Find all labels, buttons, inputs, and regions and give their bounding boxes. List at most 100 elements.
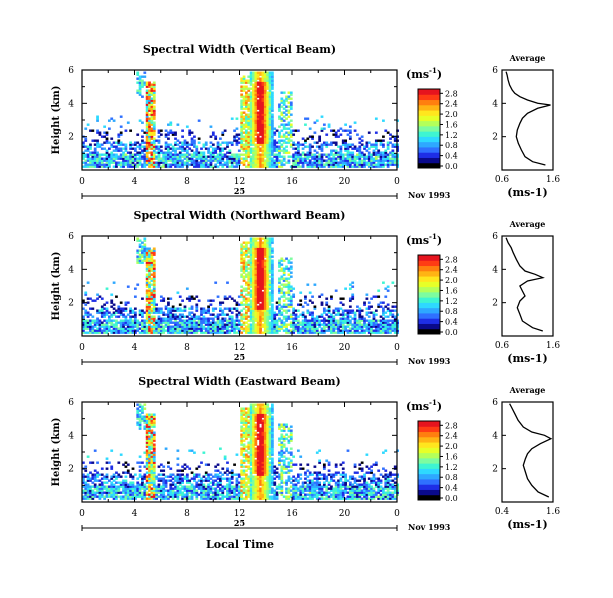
- heatmap-cell: [141, 415, 144, 418]
- heatmap-cell: [204, 327, 208, 330]
- heatmap-cell: [266, 137, 270, 140]
- heatmap-cell: [382, 323, 385, 326]
- heatmap-cell: [292, 143, 296, 146]
- heatmap-cell: [148, 413, 151, 416]
- heatmap-cell: [148, 93, 151, 96]
- heatmap-cell: [150, 495, 154, 498]
- heatmap-cell: [249, 329, 253, 332]
- heatmap-cell: [315, 159, 319, 162]
- heatmap-cell: [124, 129, 128, 132]
- heatmap-cell: [263, 153, 267, 156]
- heatmap-cell: [110, 491, 114, 494]
- heatmap-cell: [209, 331, 213, 334]
- heatmap-cell: [190, 317, 194, 320]
- heatmap-cell: [247, 319, 251, 322]
- heatmap-cell: [256, 295, 260, 298]
- heatmap-cell: [351, 285, 355, 288]
- heatmap-cell: [353, 159, 357, 162]
- heatmap-cell: [337, 329, 340, 332]
- colorbar-swatch: [418, 120, 440, 127]
- heatmap-cell: [332, 315, 336, 318]
- heatmap-cell: [110, 313, 114, 316]
- heatmap-cell: [131, 329, 135, 332]
- heatmap-cell: [337, 311, 340, 314]
- heatmap-cell: [133, 491, 137, 494]
- heatmap-cell: [271, 251, 274, 254]
- heatmap-cell: [271, 263, 274, 266]
- heatmap-cell: [391, 161, 395, 164]
- heatmap-cell: [268, 89, 272, 92]
- heatmap-cell: [259, 113, 262, 116]
- heatmap-cell: [159, 323, 163, 326]
- heatmap-cell: [320, 161, 324, 164]
- heatmap-cell: [152, 91, 156, 94]
- heatmap-cell: [282, 273, 286, 276]
- heatmap-cell: [271, 305, 274, 308]
- heatmap-cell: [245, 265, 248, 268]
- heatmap-cell: [308, 331, 312, 334]
- heatmap-cell: [334, 313, 338, 316]
- heatmap-cell: [148, 283, 151, 286]
- heatmap-cell: [256, 289, 260, 292]
- heatmap-cell: [133, 163, 137, 166]
- heatmap-cell: [171, 147, 175, 150]
- heatmap-cell: [330, 151, 333, 154]
- heatmap-cell: [190, 307, 194, 310]
- heatmap-cell: [164, 141, 168, 144]
- heatmap-cell: [252, 331, 255, 334]
- heatmap-cell: [162, 329, 166, 332]
- heatmap-cell: [247, 139, 251, 142]
- heatmap-cell: [103, 311, 107, 314]
- heatmap-cell: [374, 295, 378, 298]
- heatmap-cell: [145, 437, 149, 440]
- heatmap-cell: [155, 475, 158, 478]
- heatmap-cell: [202, 319, 206, 322]
- heatmap-cell: [289, 301, 293, 304]
- heatmap-cell: [256, 269, 260, 272]
- colorbar-unit: (ms-1): [406, 232, 442, 247]
- heatmap-cell: [363, 161, 366, 164]
- heatmap-cell: [280, 119, 284, 122]
- heatmap-cell: [261, 71, 265, 74]
- heatmap-cell: [315, 161, 319, 164]
- heatmap-cell: [240, 289, 244, 292]
- heatmap-cell: [174, 319, 177, 322]
- heatmap-cell: [150, 307, 154, 310]
- heatmap-cell: [89, 157, 92, 160]
- heatmap-cell: [150, 459, 154, 462]
- heatmap-cell: [261, 273, 265, 276]
- heatmap-cell: [280, 149, 284, 152]
- heatmap-cell: [266, 307, 270, 310]
- heatmap-cell: [346, 329, 350, 332]
- heatmap-cell: [256, 325, 260, 328]
- heatmap-cell: [254, 163, 258, 166]
- heatmap-cell: [150, 163, 154, 166]
- heatmap-cell: [143, 149, 147, 152]
- heatmap-cell: [271, 149, 274, 152]
- heatmap-cell: [285, 123, 288, 126]
- heatmap-cell: [379, 151, 383, 154]
- heatmap-cell: [273, 163, 277, 166]
- heatmap-cell: [259, 141, 262, 144]
- heatmap-cell: [266, 151, 270, 154]
- heatmap-cell: [141, 141, 144, 144]
- heatmap-cell: [280, 117, 284, 120]
- heatmap-cell: [155, 145, 158, 148]
- heatmap-cell: [240, 269, 244, 272]
- heatmap-cell: [103, 307, 107, 310]
- heatmap-cell: [245, 153, 248, 156]
- heatmap-cell: [148, 461, 151, 464]
- heatmap-cell: [242, 99, 246, 102]
- heatmap-cell: [145, 83, 149, 86]
- heatmap-cell: [332, 329, 336, 332]
- heatmap-cell: [242, 279, 246, 282]
- heatmap-cell: [145, 491, 149, 494]
- heatmap-cell: [391, 159, 395, 162]
- heatmap-cell: [259, 329, 262, 332]
- heatmap-cell: [82, 475, 85, 478]
- heatmap-cell: [337, 165, 340, 168]
- heatmap-cell: [162, 331, 166, 334]
- heatmap-cell: [152, 459, 156, 462]
- heatmap-cell: [360, 143, 364, 146]
- heatmap-cell: [176, 307, 180, 310]
